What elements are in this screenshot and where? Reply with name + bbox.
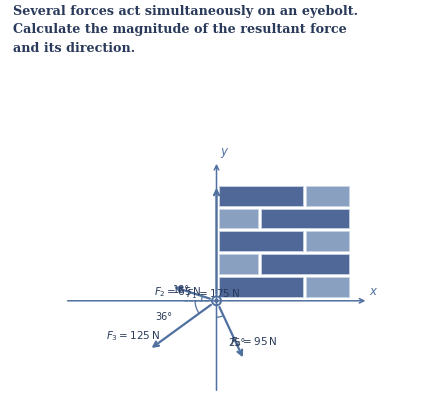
Text: $x$: $x$: [369, 286, 379, 298]
Bar: [219, 208, 258, 228]
Text: Several forces act simultaneously on an eyebolt.
Calculate the magnitude of the : Several forces act simultaneously on an …: [13, 5, 358, 55]
Bar: [306, 186, 349, 206]
Bar: [219, 277, 303, 297]
Text: $F_3=125\,\mathrm{N}$: $F_3=125\,\mathrm{N}$: [107, 330, 160, 343]
Text: 25°: 25°: [228, 338, 246, 348]
Text: 36°: 36°: [155, 312, 172, 322]
Bar: [219, 254, 258, 274]
Bar: [219, 231, 303, 251]
Circle shape: [215, 299, 218, 302]
Bar: [261, 208, 349, 228]
Bar: [261, 254, 349, 274]
Bar: [306, 231, 349, 251]
Text: $F_2=65\,\mathrm{N}$: $F_2=65\,\mathrm{N}$: [154, 286, 201, 299]
Text: $y$: $y$: [220, 146, 229, 160]
Text: $F_1=175\,\mathrm{N}$: $F_1=175\,\mathrm{N}$: [186, 287, 239, 300]
Bar: [306, 277, 349, 297]
Text: 18°: 18°: [173, 286, 191, 296]
Text: $F_4=95\,\mathrm{N}$: $F_4=95\,\mathrm{N}$: [229, 336, 277, 349]
Bar: [219, 186, 303, 206]
